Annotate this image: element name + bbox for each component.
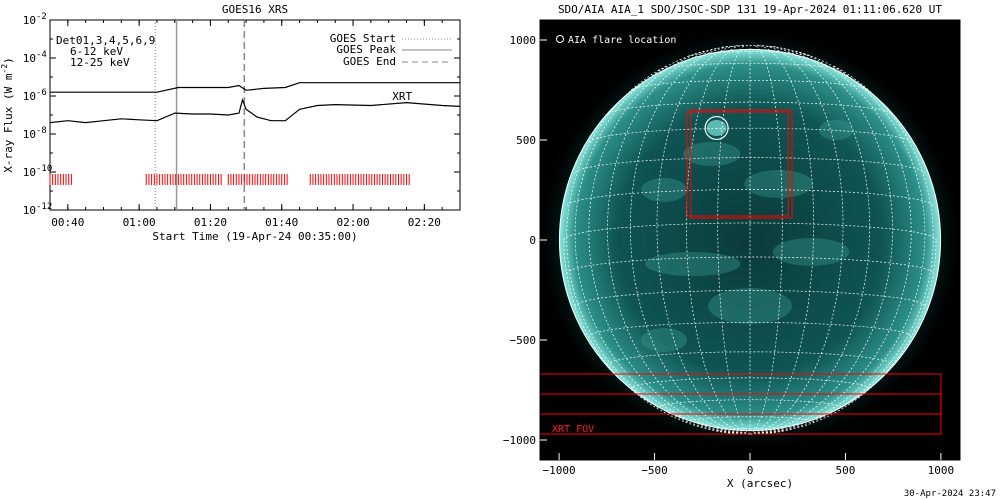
bright-region (744, 170, 813, 198)
band-label-12-25kev: 12-25 keV (70, 56, 130, 69)
grid-line (749, 44, 815, 435)
goes-y-tick-label-exponent: -8 (36, 126, 47, 136)
flare-bright-spot (706, 120, 727, 136)
bright-region (683, 142, 741, 166)
aia-legend: AIA flare location (556, 35, 676, 46)
aia-axes: −1000 −500 0 500 1000 1000 500 0 −500 −1000 (503, 34, 954, 477)
goes-y-tick-label: 10 (23, 128, 36, 141)
goes-series-lines (50, 82, 460, 124)
grid-line (630, 79, 870, 91)
goes-title: GOES16 XRS (222, 3, 288, 16)
solar-disk (559, 49, 941, 431)
goes-x-tick-label: 02:00 (336, 216, 369, 229)
goes-y-tick-label-exponent: -6 (36, 88, 47, 98)
grid-line (688, 51, 812, 57)
grid-line (630, 45, 751, 435)
grid-line (588, 127, 912, 143)
aia-image-panel: SDO/AIA AIA_1 SDO/JSOC-SDP 131 19-Apr-20… (503, 3, 961, 490)
grid-line (657, 62, 843, 71)
goes-y-tick-label: 10 (23, 52, 36, 65)
grid-line (717, 44, 751, 435)
grid-line (749, 45, 870, 435)
goes-y-tick-label-exponent: -10 (36, 164, 52, 174)
aia-y-tick-label: 500 (516, 134, 536, 147)
aia-flare-location-circle (704, 115, 729, 141)
goes-x-tick-label: 00:40 (51, 216, 84, 229)
detector-label: Det01,3,4,5,6,9 (56, 34, 155, 47)
goes-y-tick-label: 10 (23, 204, 36, 217)
grid-line (563, 222, 937, 241)
goes-x-tick-label: 01:20 (194, 216, 227, 229)
grid-line (607, 46, 751, 435)
goes-y-tick-label-exponent: -4 (36, 50, 47, 60)
aia-x-tick-label: −500 (641, 464, 668, 477)
goes-y-tick-label: 10 (23, 166, 36, 179)
goes-x-tick-label: 02:20 (408, 216, 441, 229)
goes-y-tick-label: 10 (23, 14, 36, 27)
aia-x-axis-label: X (arcsec) (727, 477, 793, 490)
bright-region (641, 328, 687, 352)
aia-y-tick-label: −1000 (503, 434, 536, 447)
bright-region (818, 120, 854, 140)
grid-line (607, 351, 893, 365)
goes-legend: GOES Start GOES Peak GOES End (330, 32, 452, 68)
legend-goes-end-label: GOES End (343, 55, 396, 68)
grid-line (749, 44, 783, 435)
grid-line (566, 65, 751, 435)
legend-goes-peak-label: GOES Peak (336, 43, 396, 56)
xrt-observation-ticks (49, 174, 410, 185)
grid-line (656, 44, 751, 435)
aia-x-tick-label: 1000 (928, 464, 955, 477)
grid-line (563, 239, 751, 435)
bright-region (641, 178, 687, 202)
solar-limb (558, 48, 942, 432)
aia-x-tick-label: −1000 (543, 464, 576, 477)
grid-line (749, 50, 926, 435)
grid-line (749, 239, 937, 435)
band-label-6-12kev: 6-12 keV (70, 45, 123, 58)
grid-line (656, 399, 844, 409)
aia-x-tick-label: 500 (836, 464, 856, 477)
xrt-fov-box (540, 393, 942, 415)
aia-y-tick-label: 1000 (510, 34, 537, 47)
goes-series-line-1 (50, 82, 460, 93)
goes-x-tick-label: 01:00 (123, 216, 156, 229)
bright-region (645, 252, 741, 276)
aia-title: SDO/AIA AIA_1 SDO/JSOC-SDP 131 19-Apr-20… (558, 3, 942, 16)
grid-line (749, 47, 912, 435)
xrt-annotation: XRT (392, 90, 412, 103)
bright-region (772, 238, 850, 266)
goes-y-tick-label-exponent: -2 (36, 12, 47, 22)
grid-line (588, 47, 751, 435)
aia-y-tick-label: −500 (510, 334, 537, 347)
grid-line (749, 44, 844, 435)
legend-circle-icon (556, 35, 564, 43)
grid-line (685, 44, 751, 435)
xrt-fov-box (690, 109, 793, 219)
grid-line (749, 46, 893, 435)
goes-x-tick-label: 01:40 (265, 216, 298, 229)
aia-x-tick-label: 0 (747, 464, 754, 477)
grid-line (574, 50, 751, 435)
goes-y-axis-label: X-ray Flux (W m-2) (0, 57, 15, 173)
goes-series-line-2 (50, 97, 460, 124)
goes-y-tick-label: 10 (23, 90, 36, 103)
grid-line (607, 101, 893, 115)
xrt-fov-boxes (540, 109, 942, 435)
active-regions (641, 120, 854, 352)
xrt-fov-label: XRT FOV (552, 424, 594, 435)
timestamp: 30-Apr-2024 23:47 (904, 489, 996, 499)
grid-line (749, 65, 934, 435)
aia-legend-text: AIA flare location (568, 35, 676, 46)
xrt-fov-box (686, 111, 789, 217)
legend-goes-start-label: GOES Start (330, 32, 396, 45)
goes-y-tick-label-exponent: -12 (36, 202, 52, 212)
heliographic-grid (563, 44, 937, 435)
aia-y-tick-label: 0 (529, 234, 536, 247)
goes-x-axis-label: Start Time (19-Apr-24 00:35:00) (152, 230, 357, 243)
